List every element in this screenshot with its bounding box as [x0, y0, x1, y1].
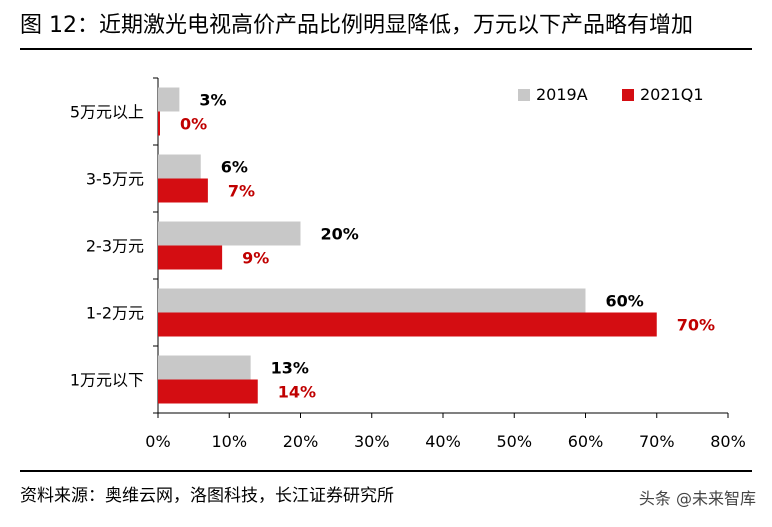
x-tick-label: 40%	[425, 432, 461, 451]
data-label-2021q1: 0%	[180, 115, 207, 134]
category-label: 1万元以下	[70, 371, 144, 390]
x-tick-label: 70%	[639, 432, 675, 451]
category-label: 2-3万元	[86, 237, 144, 256]
title-rule	[20, 48, 752, 50]
source-rule	[20, 470, 752, 472]
legend-label-2021q1: 2021Q1	[640, 85, 704, 104]
legend-swatch-2021q1	[622, 89, 634, 101]
chart-title: 图 12：近期激光电视高价产品比例明显降低，万元以下产品略有增加	[20, 13, 693, 38]
data-label-2021q1: 14%	[278, 383, 316, 402]
bar-2019a	[158, 87, 180, 112]
data-label-2019a: 20%	[321, 225, 359, 244]
x-tick-label: 60%	[568, 432, 604, 451]
x-tick-label: 10%	[211, 432, 247, 451]
x-tick-label: 30%	[354, 432, 390, 451]
bar-2021q1	[158, 312, 657, 337]
x-tick-label: 0%	[145, 432, 170, 451]
bar-2019a	[158, 355, 251, 380]
data-label-2019a: 3%	[199, 91, 226, 110]
bar-2019a	[158, 154, 201, 179]
data-label-2021q1: 7%	[228, 182, 255, 201]
x-tick-label: 50%	[496, 432, 532, 451]
watermark: 头条 @未来智库	[638, 489, 756, 508]
bar-2021q1	[158, 111, 160, 136]
x-tick-label: 80%	[710, 432, 746, 451]
category-label: 3-5万元	[86, 170, 144, 189]
data-label-2021q1: 70%	[677, 316, 715, 335]
bar-2021q1	[158, 245, 223, 270]
data-label-2019a: 6%	[221, 158, 248, 177]
data-label-2019a: 60%	[606, 292, 644, 311]
bar-2019a	[158, 221, 301, 246]
bar-2021q1	[158, 379, 258, 404]
data-label-2019a: 13%	[271, 359, 309, 378]
data-label-2021q1: 9%	[242, 249, 269, 268]
bar-2019a	[158, 288, 586, 313]
x-tick-label: 20%	[283, 432, 319, 451]
bar-2021q1	[158, 178, 208, 203]
source-note: 资料来源：奥维云网，洛图科技，长江证券研究所	[20, 486, 394, 506]
category-label: 5万元以上	[70, 103, 144, 122]
legend-swatch-2019a	[518, 89, 530, 101]
category-label: 1-2万元	[86, 304, 144, 323]
legend-label-2019a: 2019A	[536, 85, 588, 104]
